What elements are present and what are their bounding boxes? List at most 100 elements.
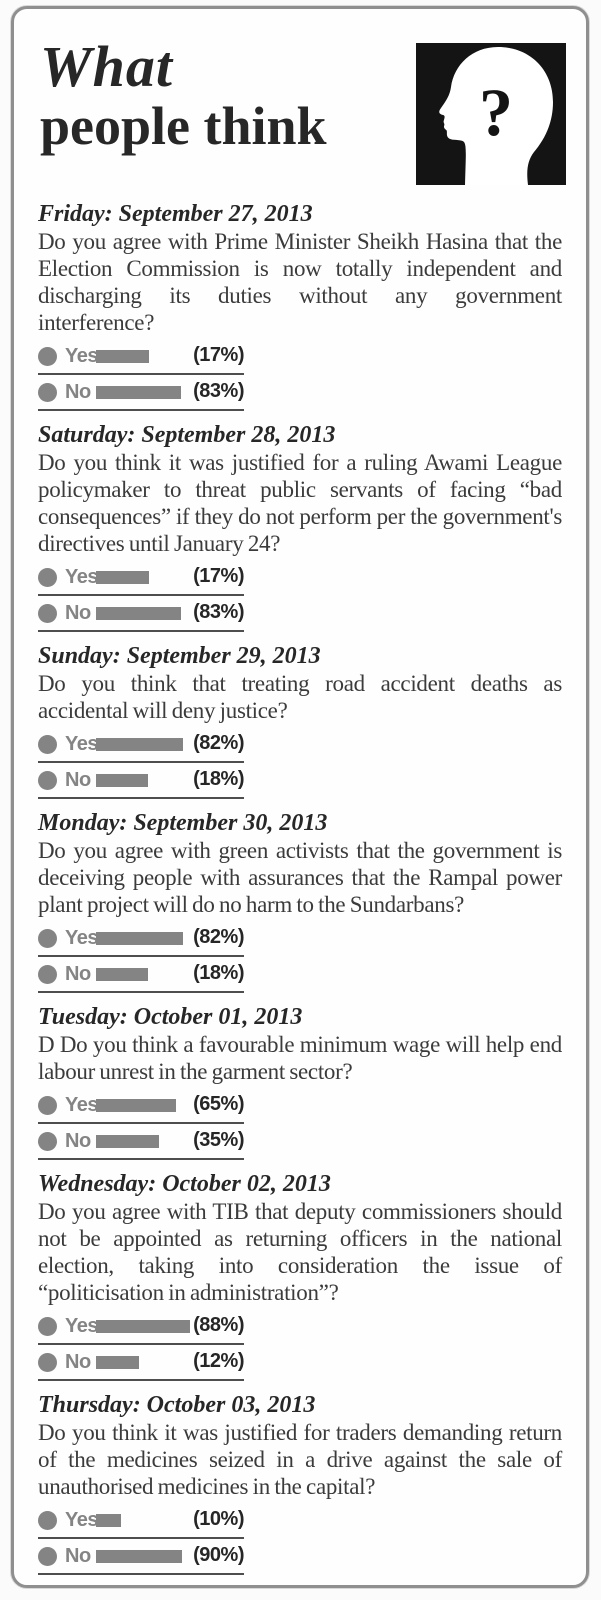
vote-row-yes: Yes (10%) xyxy=(38,1507,244,1539)
vote-percent: (17%) xyxy=(193,344,244,366)
vote-row-no: No (35%) xyxy=(38,1128,244,1160)
vote-row-no: No (90%) xyxy=(38,1543,244,1575)
vote-percent: (83%) xyxy=(193,601,244,623)
header: What people think ? xyxy=(40,37,572,190)
vote-percent: (18%) xyxy=(193,768,244,790)
vote-row-yes: Yes (17%) xyxy=(38,343,244,375)
bullet-icon xyxy=(38,1131,57,1151)
poll-block: Saturday: September 28, 2013 Do you thin… xyxy=(38,421,572,632)
vote-bar xyxy=(96,1549,182,1563)
vote-percent: (17%) xyxy=(193,565,244,587)
vote-label: Yes xyxy=(65,732,98,755)
vote-label: Yes xyxy=(65,565,98,588)
bullet-icon xyxy=(38,1510,57,1530)
vote-percent: (12%) xyxy=(193,1350,244,1372)
bullet-icon xyxy=(38,1316,57,1336)
vote-bar xyxy=(96,1319,190,1333)
bullet-icon xyxy=(38,734,57,754)
vote-row-yes: Yes (17%) xyxy=(38,564,244,596)
poll-question: D Do you think a favourable minimum wage… xyxy=(38,1032,562,1084)
vote-percent: (90%) xyxy=(193,1544,244,1566)
vote-percent: (83%) xyxy=(193,380,244,402)
poll-date: Sunday: September 29, 2013 xyxy=(38,643,321,669)
vote-row-yes: Yes (88%) xyxy=(38,1313,244,1345)
vote-label: No xyxy=(65,1350,91,1373)
vote-row-no: No (12%) xyxy=(38,1349,244,1381)
vote-row-no: No (83%) xyxy=(38,600,244,632)
poll-date: Thursday: October 03, 2013 xyxy=(38,1392,316,1418)
poll-list: Friday: September 27, 2013 Do you agree … xyxy=(38,200,572,1575)
bullet-icon xyxy=(38,928,57,948)
vote-bar xyxy=(96,1134,159,1148)
vote-row-yes: Yes (65%) xyxy=(38,1092,244,1124)
poll-block: Friday: September 27, 2013 Do you agree … xyxy=(38,200,572,411)
vote-row-no: No (83%) xyxy=(38,379,244,411)
vote-label: No xyxy=(65,380,91,403)
vote-percent: (10%) xyxy=(193,1508,244,1530)
page-title-line1: What xyxy=(40,34,173,99)
poll-block: Sunday: September 29, 2013 Do you think … xyxy=(38,642,572,799)
bullet-icon xyxy=(38,567,57,587)
poll-block: Thursday: October 03, 2013 Do you think … xyxy=(38,1391,572,1575)
poll-date: Wednesday: October 02, 2013 xyxy=(38,1171,331,1197)
page-title: What people think xyxy=(40,34,416,156)
bullet-icon xyxy=(38,1546,57,1566)
vote-bar xyxy=(96,967,148,981)
vote-percent: (82%) xyxy=(193,926,244,948)
vote-bar xyxy=(96,931,183,945)
poll-date: Friday: September 27, 2013 xyxy=(38,201,313,227)
bullet-icon xyxy=(38,964,57,984)
question-mark-glyph: ? xyxy=(479,74,513,150)
vote-percent: (82%) xyxy=(193,732,244,754)
poll-question: Do you agree with Prime Minister Sheikh … xyxy=(38,229,562,335)
vote-bar xyxy=(96,1098,176,1112)
poll-date: Monday: September 30, 2013 xyxy=(38,810,328,836)
vote-row-yes: Yes (82%) xyxy=(38,925,244,957)
bullet-icon xyxy=(38,603,57,623)
vote-label: No xyxy=(65,1129,91,1152)
poll-card: What people think ? Friday: September 27… xyxy=(11,6,589,1588)
vote-bar xyxy=(96,570,149,584)
vote-label: No xyxy=(65,1544,91,1567)
vote-bar xyxy=(96,1513,121,1527)
vote-label: No xyxy=(65,962,91,985)
poll-question: Do you agree with TIB that deputy commis… xyxy=(38,1199,562,1305)
poll-block: Wednesday: October 02, 2013 Do you agree… xyxy=(38,1170,572,1381)
vote-label: Yes xyxy=(65,1314,98,1337)
head-question-icon: ? xyxy=(416,43,566,190)
bullet-icon xyxy=(38,1095,57,1115)
poll-question: Do you think it was justified for trader… xyxy=(38,1420,562,1499)
vote-bar xyxy=(96,773,148,787)
vote-label: Yes xyxy=(65,344,98,367)
vote-percent: (65%) xyxy=(193,1093,244,1115)
poll-date: Saturday: September 28, 2013 xyxy=(38,422,336,448)
page-title-line2: people think xyxy=(40,96,327,156)
vote-label: Yes xyxy=(65,926,98,949)
vote-bar xyxy=(96,349,149,363)
vote-bar xyxy=(96,737,183,751)
vote-percent: (88%) xyxy=(193,1314,244,1336)
bullet-icon xyxy=(38,382,57,402)
vote-percent: (35%) xyxy=(193,1129,244,1151)
vote-label: No xyxy=(65,601,91,624)
vote-bar xyxy=(96,606,181,620)
poll-question: Do you think that treating road accident… xyxy=(38,671,562,723)
poll-date: Tuesday: October 01, 2013 xyxy=(38,1004,303,1030)
bullet-icon xyxy=(38,346,57,366)
head-question-icon-svg: ? xyxy=(416,43,566,185)
poll-question: Do you think it was justified for a ruli… xyxy=(38,450,562,556)
bullet-icon xyxy=(38,1352,57,1372)
poll-block: Tuesday: October 01, 2013 D Do you think… xyxy=(38,1003,572,1160)
vote-label: Yes xyxy=(65,1508,98,1531)
vote-row-yes: Yes (82%) xyxy=(38,731,244,763)
vote-label: No xyxy=(65,768,91,791)
vote-percent: (18%) xyxy=(193,962,244,984)
poll-block: Monday: September 30, 2013 Do you agree … xyxy=(38,809,572,993)
vote-bar xyxy=(96,1355,139,1369)
vote-bar xyxy=(96,385,181,399)
vote-row-no: No (18%) xyxy=(38,767,244,799)
bullet-icon xyxy=(38,770,57,790)
poll-question: Do you agree with green activists that t… xyxy=(38,838,562,917)
vote-row-no: No (18%) xyxy=(38,961,244,993)
vote-label: Yes xyxy=(65,1093,98,1116)
